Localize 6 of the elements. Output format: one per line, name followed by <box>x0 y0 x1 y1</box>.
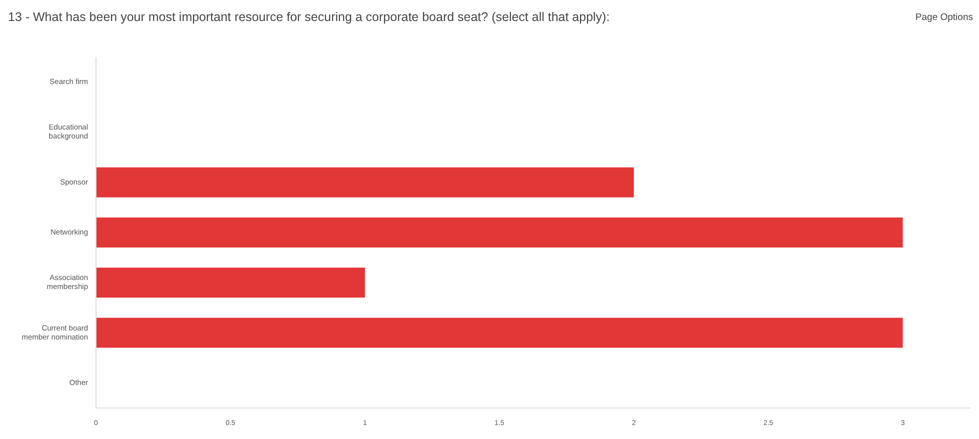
chart-title: 13 - What has been your most important resource for securing a corporate board seat? (select all that apply): <box>8 10 610 24</box>
text: Page Options <box>915 12 973 23</box>
bar <box>96 167 634 198</box>
bar <box>96 268 365 298</box>
bar <box>96 318 903 348</box>
bar <box>96 217 903 248</box>
